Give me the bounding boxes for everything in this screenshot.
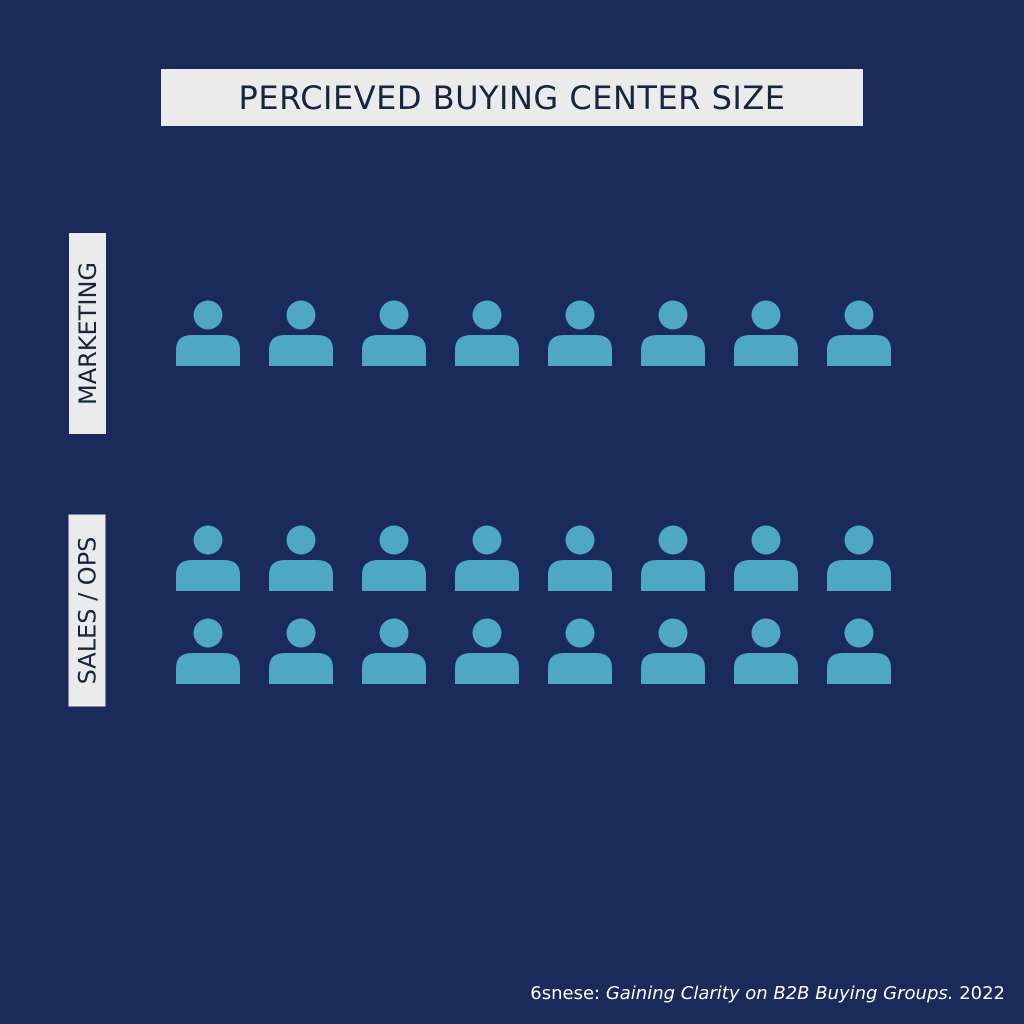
person-icon: [548, 618, 612, 684]
source-prefix: 6snese:: [530, 983, 606, 1004]
person-icon: [734, 618, 798, 684]
source-citation: 6snese: Gaining Clarity on B2B Buying Gr…: [530, 983, 1005, 1004]
person-icon: [362, 618, 426, 684]
chart-title: PERCIEVED BUYING CENTER SIZE: [161, 69, 863, 126]
person-icon: [827, 618, 891, 684]
source-publication: Gaining Clarity on B2B Buying Groups.: [605, 983, 954, 1004]
person-icon: [362, 300, 426, 366]
person-icon: [641, 618, 705, 684]
person-icon: [176, 300, 240, 366]
person-icon: [269, 300, 333, 366]
person-icon: [827, 525, 891, 591]
person-icon: [176, 618, 240, 684]
person-icon: [455, 618, 519, 684]
person-icon: [548, 525, 612, 591]
person-icon: [641, 300, 705, 366]
person-icon: [548, 300, 612, 366]
source-year: 2022: [953, 983, 1005, 1004]
person-icon: [455, 300, 519, 366]
person-icon: [641, 525, 705, 591]
person-icon: [827, 300, 891, 366]
person-icon: [269, 525, 333, 591]
person-icon: [455, 525, 519, 591]
person-icon: [734, 300, 798, 366]
person-icon: [176, 525, 240, 591]
person-icon: [734, 525, 798, 591]
person-icon: [269, 618, 333, 684]
person-icon: [362, 525, 426, 591]
